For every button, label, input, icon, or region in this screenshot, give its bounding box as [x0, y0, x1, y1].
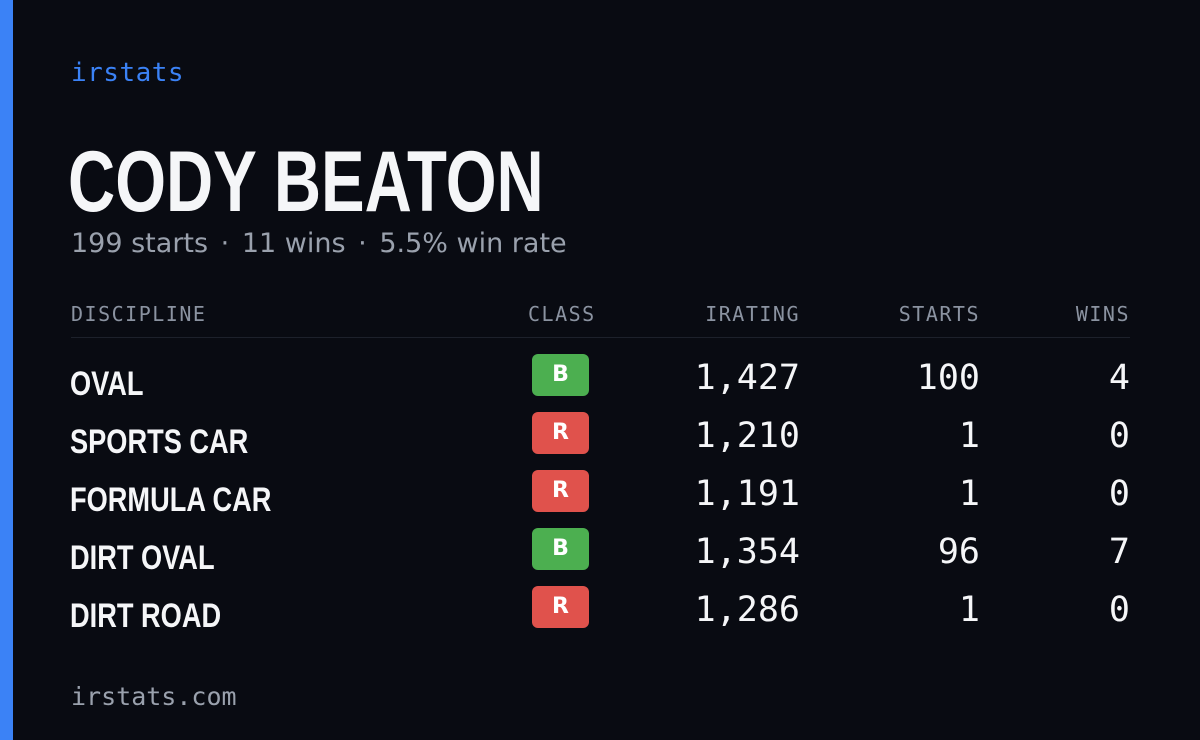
class-badge: R [532, 412, 589, 454]
discipline-name: DIRT OVAL [70, 539, 215, 577]
wins-value: 0 [1108, 474, 1130, 514]
header-discipline: DISCIPLINE [71, 302, 207, 326]
wins-value: 0 [1108, 416, 1130, 456]
starts-value: 1 [958, 474, 980, 514]
table-row: DIRT ROAD R 1,286 1 0 [0, 582, 1200, 640]
class-badge: B [532, 354, 589, 396]
driver-summary: 199 starts · 11 wins · 5.5% win rate [71, 226, 567, 262]
starts-summary: 199 starts [71, 228, 209, 259]
header-class: CLASS [528, 302, 596, 326]
table-row: OVAL B 1,427 100 4 [0, 350, 1200, 408]
discipline-name: OVAL [70, 365, 144, 403]
irating-value: 1,427 [694, 358, 800, 398]
header-wins: WINS [1075, 302, 1130, 326]
irating-value: 1,354 [694, 532, 800, 572]
table-row: DIRT OVAL B 1,354 96 7 [0, 524, 1200, 582]
header-irating: IRATING [705, 302, 800, 326]
table-row: FORMULA CAR R 1,191 1 0 [0, 466, 1200, 524]
starts-value: 1 [958, 416, 980, 456]
irating-value: 1,286 [694, 590, 800, 630]
discipline-name: SPORTS CAR [70, 423, 249, 461]
discipline-name: FORMULA CAR [70, 481, 272, 519]
wins-value: 0 [1108, 590, 1130, 630]
table-row: SPORTS CAR R 1,210 1 0 [0, 408, 1200, 466]
summary-separator: · [358, 228, 367, 259]
driver-name: CODY BEATON [68, 134, 544, 230]
brand-label: irstats [71, 58, 185, 88]
wins-value: 7 [1108, 532, 1130, 572]
win-rate-summary: 5.5% win rate [379, 228, 567, 259]
starts-value: 96 [937, 532, 980, 572]
summary-separator: · [220, 228, 230, 259]
header-divider [71, 337, 1130, 338]
class-badge: R [532, 470, 589, 512]
wins-summary: 11 wins [241, 228, 346, 259]
class-badge: B [532, 528, 589, 570]
discipline-name: DIRT ROAD [70, 597, 222, 635]
starts-value: 1 [958, 590, 980, 630]
header-starts: STARTS [898, 302, 980, 326]
starts-value: 100 [916, 358, 980, 398]
irating-value: 1,210 [694, 416, 800, 456]
discipline-table: OVAL B 1,427 100 4 SPORTS CAR R 1,210 1 … [0, 350, 1200, 640]
accent-bar [0, 0, 13, 740]
wins-value: 4 [1108, 358, 1130, 398]
irating-value: 1,191 [694, 474, 800, 514]
footer-url: irstats.com [71, 682, 237, 711]
class-badge: R [532, 586, 589, 628]
